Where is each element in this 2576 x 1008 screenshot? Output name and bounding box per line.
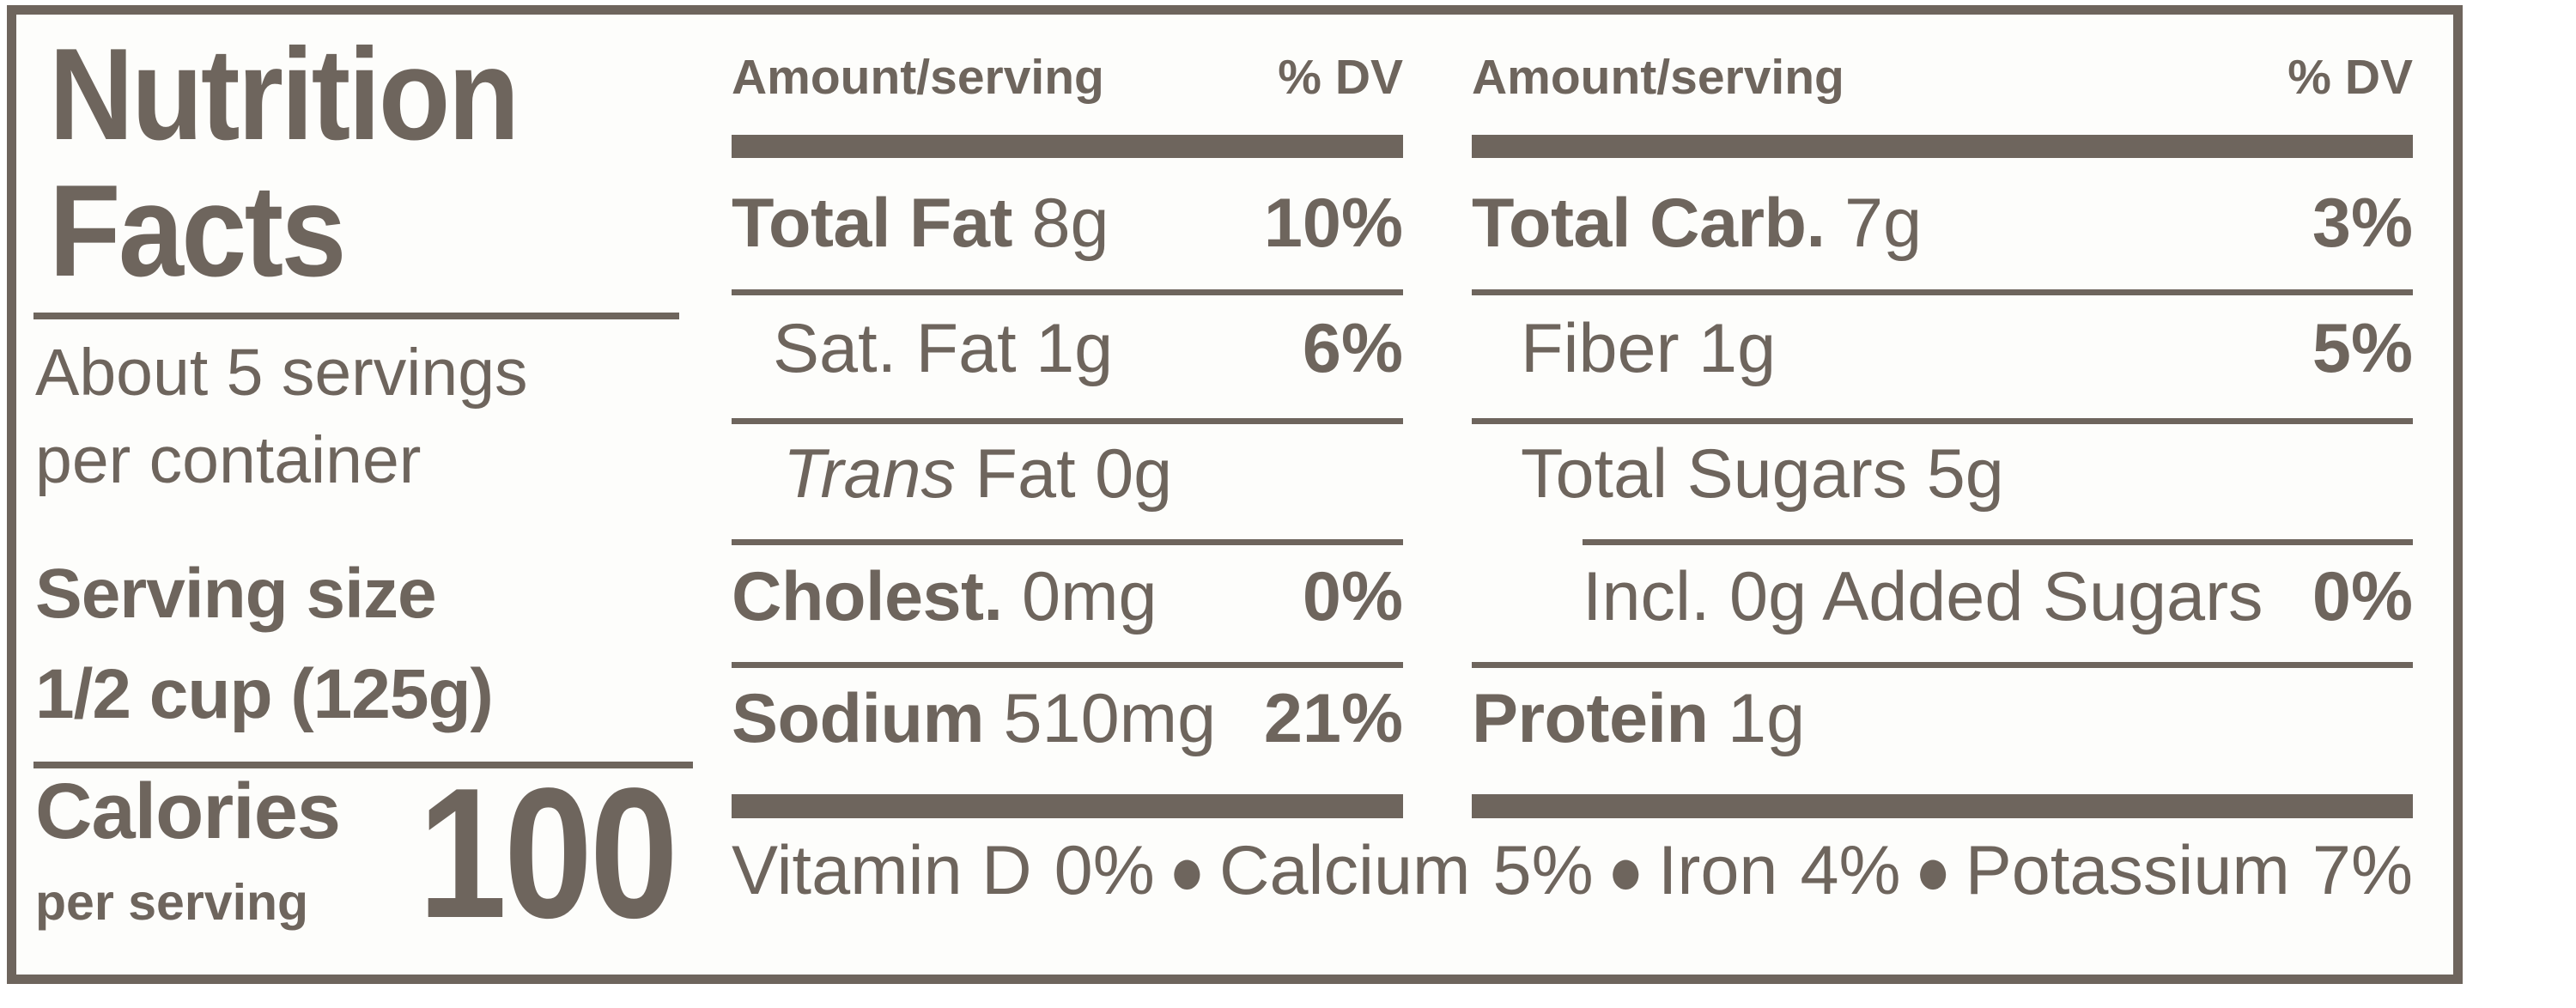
row-label: Total Sugars 5g <box>1521 435 2004 513</box>
row-divider <box>732 662 1403 668</box>
nutrition-facts-label: Nutrition Facts About 5 servings per con… <box>7 5 2463 984</box>
row-fiber: Fiber 1g 5% <box>1472 310 2413 387</box>
row-dv: 0% <box>2312 558 2413 635</box>
micronutrient-calcium: Calcium 5% <box>1218 832 1594 909</box>
row-trans-fat: Trans Fat 0g <box>732 435 1403 513</box>
row-sat-fat: Sat. Fat 1g 6% <box>732 310 1403 387</box>
row-total-sugars: Total Sugars 5g <box>1472 435 2413 513</box>
bullet-separator-icon: ● <box>1607 832 1644 909</box>
row-added-sugars: Incl. 0g Added Sugars 0% <box>1472 558 2413 635</box>
row-cholesterol: Cholest. 0mg 0% <box>732 558 1403 635</box>
row-label: Total Fat 8g <box>732 185 1109 262</box>
row-label: Sodium 510mg <box>732 680 1217 757</box>
calories-divider <box>33 762 693 768</box>
bullet-separator-icon: ● <box>1915 832 1952 909</box>
row-dv: 21% <box>1263 680 1403 757</box>
row-label: Total Carb. 7g <box>1472 185 1923 262</box>
row-total-carb: Total Carb. 7g 3% <box>1472 185 2413 262</box>
thick-bar <box>732 135 1403 158</box>
bullet-separator-icon: ● <box>1169 832 1206 909</box>
header-amount-serving: Amount/serving <box>732 50 1104 105</box>
micronutrient-iron: Iron 4% <box>1657 832 1901 909</box>
column-header: Amount/serving % DV <box>732 51 1403 105</box>
row-dv: 10% <box>1263 185 1403 262</box>
label-title-line1: Nutrition <box>49 21 519 167</box>
thick-bar <box>732 794 1403 818</box>
calories-value: 100 <box>418 749 678 956</box>
micronutrient-row: Vitamin D 0% ● Calcium 5% ● Iron 4% ● Po… <box>732 832 2413 909</box>
panel-fats-sodium: Amount/serving % DV Total Fat 8g 10% Sat… <box>732 15 1403 975</box>
servings-line2: per container <box>35 423 422 497</box>
row-label: Trans Fat 0g <box>783 435 1173 513</box>
label-title-line2: Facts <box>49 158 347 304</box>
thick-bar <box>1472 794 2413 818</box>
micronutrient-vitamin-d: Vitamin D 0% <box>732 832 1155 909</box>
panel-carbs-protein: Amount/serving % DV Total Carb. 7g 3% Fi… <box>1472 15 2413 975</box>
row-divider <box>732 289 1403 295</box>
serving-size: Serving size 1/2 cup (125g) <box>35 543 494 744</box>
row-dv: 3% <box>2312 185 2413 262</box>
row-label: Fiber 1g <box>1521 310 1777 387</box>
title-divider <box>33 313 679 319</box>
header-percent-dv: % DV <box>1278 50 1403 105</box>
row-divider <box>1472 662 2413 668</box>
row-divider <box>732 418 1403 424</box>
calories-sublabel: per serving <box>35 874 309 931</box>
thick-bar <box>1472 135 2413 158</box>
row-label: Cholest. 0mg <box>732 558 1157 635</box>
label-title: Nutrition Facts <box>49 21 519 304</box>
header-percent-dv: % DV <box>2287 50 2413 105</box>
row-label: Sat. Fat 1g <box>773 310 1114 387</box>
calories-label: Calories <box>35 768 341 855</box>
row-dv: 6% <box>1302 310 1403 387</box>
row-divider <box>732 539 1403 545</box>
header-amount-serving: Amount/serving <box>1472 50 1844 105</box>
row-divider-indented <box>1583 539 2413 545</box>
row-label: Incl. 0g Added Sugars <box>1583 558 2263 635</box>
micronutrient-potassium: Potassium 7% <box>1965 832 2413 909</box>
row-dv: 5% <box>2312 310 2413 387</box>
row-label: Protein 1g <box>1472 680 1806 757</box>
serving-size-label: Serving size <box>35 555 437 633</box>
row-divider <box>1472 289 2413 295</box>
servings-line1: About 5 servings <box>35 336 528 410</box>
servings-per-container: About 5 servings per container <box>35 329 528 504</box>
row-total-fat: Total Fat 8g 10% <box>732 185 1403 262</box>
row-sodium: Sodium 510mg 21% <box>732 680 1403 757</box>
row-protein: Protein 1g <box>1472 680 2413 757</box>
serving-size-value: 1/2 cup (125g) <box>35 655 494 733</box>
row-dv: 0% <box>1302 558 1403 635</box>
column-header: Amount/serving % DV <box>1472 51 2413 105</box>
row-divider <box>1472 418 2413 424</box>
